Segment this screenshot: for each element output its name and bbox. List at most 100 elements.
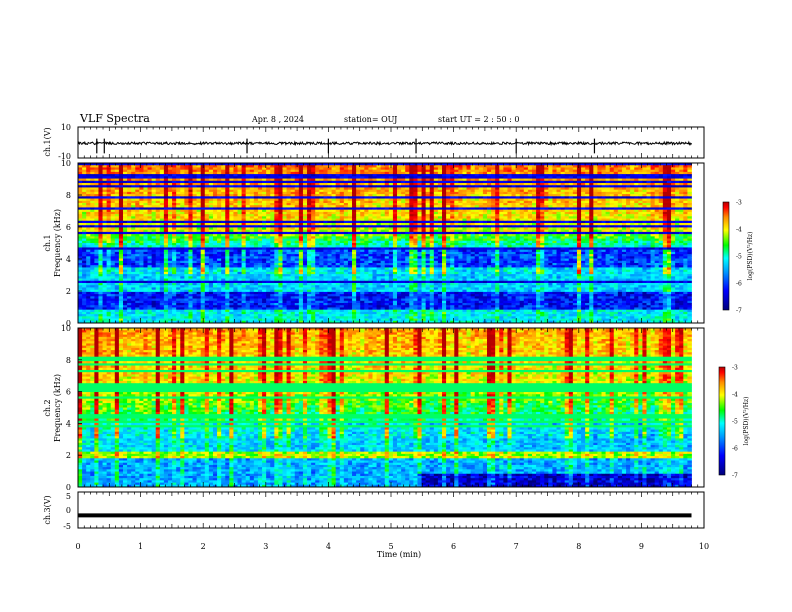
spectrogram-cell: [311, 196, 315, 199]
spectrogram-cell: [651, 167, 655, 170]
spectrogram-cell: [409, 187, 413, 190]
spectrogram-cell: [528, 176, 532, 179]
spectrogram-cell: [528, 187, 532, 190]
spectrogram-cell: [417, 196, 421, 199]
spectrogram-cell: [139, 227, 143, 230]
spectrogram-cell: [344, 176, 348, 179]
spectrogram-cell: [127, 216, 131, 219]
spectrogram-cell: [442, 216, 446, 219]
spectrogram-cell: [646, 207, 650, 210]
spectrogram-cell: [168, 196, 172, 199]
spectrogram-cell: [143, 196, 147, 199]
spectrogram-cell: [282, 227, 286, 230]
ch1-spectrogram-panel: 0 2 4 6 8 10 ch.1 Frequency (kHz) -3 -4 …: [43, 159, 754, 328]
spectrogram-cell: [634, 176, 638, 179]
spectrogram-cell: [123, 167, 127, 170]
spectrogram-cell: [389, 176, 393, 179]
spectrogram-cell: [303, 196, 307, 199]
spectrogram-cell: [405, 167, 409, 170]
spectrogram-cell: [233, 207, 237, 210]
spectrogram-cell: [622, 216, 626, 219]
spectrogram-cell: [532, 176, 536, 179]
spectrogram-cell: [630, 187, 634, 190]
spectrogram-cell: [458, 196, 462, 199]
spectrogram-cell: [573, 207, 577, 210]
spectrogram-cell: [487, 176, 491, 179]
spectrogram-cell: [577, 227, 581, 230]
spectrogram-cell: [86, 216, 90, 219]
spectrogram-cell: [229, 207, 233, 210]
spectrogram-cell: [683, 216, 687, 219]
spectrogram-cell: [201, 187, 205, 190]
spectrogram-cell: [520, 196, 524, 199]
spectrogram-cell: [557, 227, 561, 230]
spectrogram-cell: [528, 207, 532, 210]
spectrogram-cell: [221, 176, 225, 179]
spectrogram-cell: [409, 227, 413, 230]
spectrogram-cell: [250, 176, 254, 179]
spectrogram-cell: [561, 167, 565, 170]
spectrogram-cell: [299, 167, 303, 170]
spectrogram-cell: [315, 207, 319, 210]
spectrogram-cell: [250, 216, 254, 219]
spectrogram-cell: [278, 207, 282, 210]
spectrogram-cell: [479, 176, 483, 179]
spectrogram-cell: [205, 196, 209, 199]
spectrogram-cell: [209, 216, 213, 219]
spectrogram-cell: [295, 176, 299, 179]
spectrogram-cell: [569, 196, 573, 199]
spectrogram-cell: [327, 207, 331, 210]
spectrogram-cell: [291, 176, 295, 179]
spectrogram-cell: [160, 236, 164, 239]
spectrogram-cell: [401, 207, 405, 210]
spectrogram-cell: [646, 196, 650, 199]
spectrogram-cell: [483, 167, 487, 170]
spectrogram-cell: [651, 207, 655, 210]
spectrogram-cell: [540, 176, 544, 179]
spectrogram-cell: [360, 207, 364, 210]
spectrogram-cell: [103, 227, 107, 230]
spectrogram-cell: [94, 227, 98, 230]
spectrogram-cell: [229, 187, 233, 190]
spectrogram-cell: [184, 207, 188, 210]
spectrogram-cell: [397, 207, 401, 210]
spectrogram-cell: [540, 207, 544, 210]
spectrogram-cell: [348, 187, 352, 190]
spectrogram-cell: [176, 236, 180, 239]
spectrogram-cell: [303, 176, 307, 179]
header-start-time: start UT = 2 : 50 : 0: [438, 115, 519, 124]
spectrogram-cell: [356, 167, 360, 170]
spectrogram-cell: [78, 236, 82, 239]
spectrogram-cell: [602, 196, 606, 199]
spectrogram-cell: [565, 176, 569, 179]
spectrogram-cell: [311, 187, 315, 190]
spectrogram-cell: [442, 207, 446, 210]
spectrogram-cell: [585, 227, 589, 230]
spectrogram-cell: [552, 167, 556, 170]
spectrogram-cell: [589, 167, 593, 170]
spectrogram-cell: [512, 167, 516, 170]
spectrogram-cell: [360, 216, 364, 219]
spectrogram-cell: [675, 176, 679, 179]
spectrogram-cell: [131, 216, 135, 219]
spectrogram-cell: [131, 176, 135, 179]
spectrogram-cell: [532, 216, 536, 219]
spectrogram-cell: [671, 216, 675, 219]
spectrogram-cell: [655, 196, 659, 199]
spectrogram-cell: [381, 227, 385, 230]
spectrogram-cell: [409, 207, 413, 210]
spectrogram-cell: [434, 176, 438, 179]
spectrogram-cell: [123, 187, 127, 190]
spectrogram-cell: [107, 216, 111, 219]
spectrogram-cell: [483, 176, 487, 179]
spectrogram-cell: [348, 216, 352, 219]
spectrogram-cell: [348, 227, 352, 230]
spectrogram-cell: [160, 187, 164, 190]
spectrogram-cell: [426, 176, 430, 179]
spectrogram-cell: [94, 167, 98, 170]
spectrogram-cell: [438, 227, 442, 230]
spectrogram-cell: [626, 167, 630, 170]
spectrogram-cell: [123, 207, 127, 210]
spectrogram-cell: [123, 196, 127, 199]
spectrogram-cell: [524, 207, 528, 210]
